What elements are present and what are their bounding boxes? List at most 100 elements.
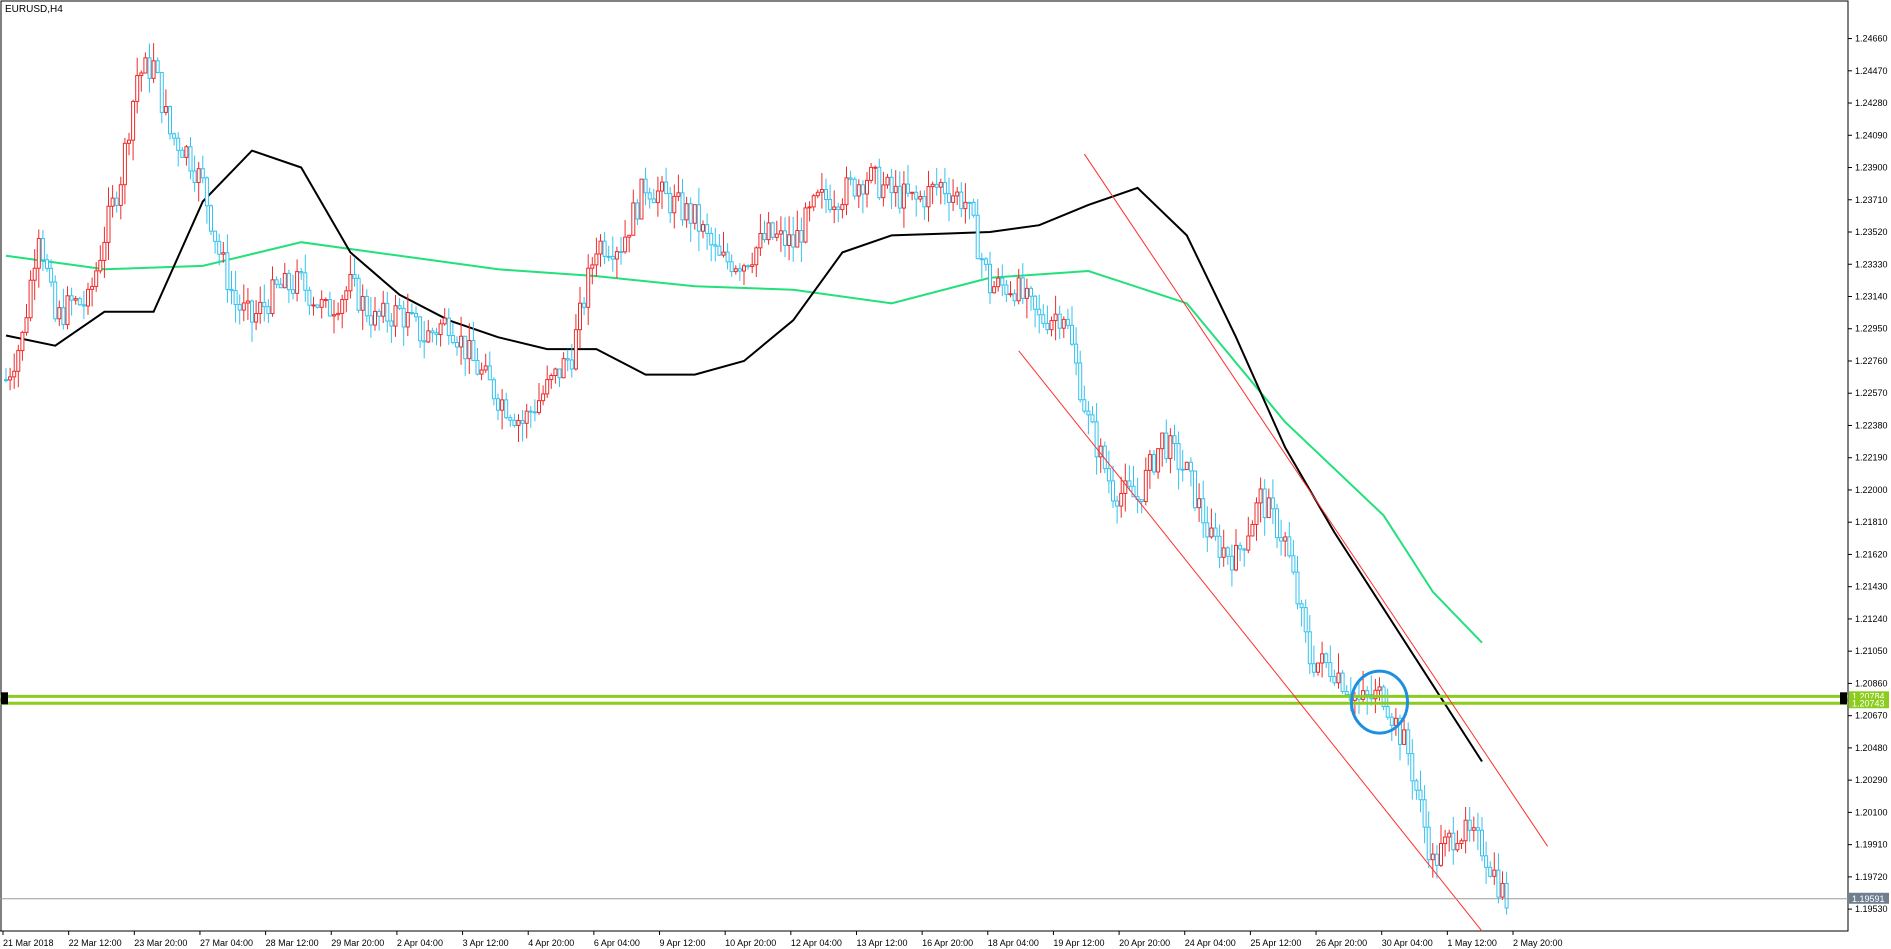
candle-body	[1447, 832, 1452, 838]
candle-body	[163, 106, 168, 113]
channel-upper-line[interactable]	[1083, 153, 1549, 847]
bear-candle	[40, 229, 45, 271]
bear-candle	[1426, 811, 1431, 869]
candle-body	[1119, 492, 1124, 507]
bull-candle	[586, 254, 591, 325]
price-tick-label: 1.24470	[1855, 66, 1888, 76]
bear-candle	[200, 155, 205, 184]
bull-candle	[541, 385, 546, 406]
bear-candle	[791, 216, 796, 262]
bear-candle	[1434, 844, 1439, 879]
bear-candle	[1365, 686, 1370, 715]
bull-candle	[856, 179, 861, 209]
bull-candle	[336, 302, 341, 321]
bear-candle	[491, 377, 496, 406]
bull-candle	[1184, 461, 1189, 471]
bull-candle	[524, 403, 529, 439]
channel-lower-line[interactable]	[1018, 350, 1483, 932]
bull-candle	[869, 162, 874, 184]
candle-body	[1393, 717, 1398, 726]
candle-body	[647, 192, 652, 200]
candle-body	[1234, 544, 1238, 571]
candle-body	[147, 57, 152, 79]
bull-candle	[73, 295, 78, 305]
candle-body	[98, 259, 103, 272]
candle-body	[332, 314, 336, 317]
time-tick-label: 3 Apr 12:00	[463, 938, 509, 948]
candle-body	[1451, 832, 1456, 851]
bull-candle	[1156, 448, 1161, 479]
bull-candle	[1160, 432, 1165, 467]
candle-body	[200, 168, 205, 179]
time-tick-label: 2 Apr 04:00	[397, 938, 443, 948]
candle-body	[791, 234, 796, 248]
candle-body	[1246, 535, 1251, 551]
candlesticks	[4, 43, 1509, 915]
candle-body	[1266, 497, 1271, 519]
level-handle-right[interactable]	[1840, 692, 1847, 705]
candle-body	[553, 368, 558, 377]
bull-candle	[955, 186, 960, 205]
bull-candle	[479, 362, 484, 381]
bull-candle	[344, 286, 349, 313]
bear-candle	[1311, 645, 1316, 678]
candle-body	[1430, 853, 1435, 861]
bear-candle	[213, 230, 218, 254]
bull-candle	[750, 252, 755, 274]
price-tick-label: 1.23140	[1855, 291, 1888, 301]
candle-body	[299, 271, 304, 274]
bear-candle	[1504, 871, 1509, 915]
bull-candle	[549, 373, 554, 389]
candle-body	[754, 247, 759, 266]
time-tick-label: 16 Apr 20:00	[922, 938, 973, 948]
bull-candle	[893, 170, 898, 207]
bear-candle	[557, 368, 562, 387]
candle-body	[836, 206, 841, 211]
bull-candle	[1316, 662, 1320, 676]
bear-candle	[1004, 279, 1009, 302]
candle-body	[819, 189, 824, 193]
candle-body	[184, 146, 189, 158]
candle-body	[122, 142, 127, 186]
candle-body	[422, 340, 427, 343]
chart-objects[interactable]	[0, 153, 1848, 932]
level-handle-left[interactable]	[1, 692, 8, 705]
bull-candle	[787, 216, 792, 261]
candle-body	[295, 271, 300, 294]
bull-candle	[1008, 281, 1013, 298]
candle-body	[291, 289, 295, 294]
bull-candle	[94, 261, 99, 292]
candle-body	[401, 307, 406, 328]
bear-candle	[1262, 479, 1267, 536]
bull-candle	[733, 265, 738, 275]
bear-candle	[508, 414, 513, 427]
bear-candle	[565, 349, 570, 372]
bear-candle	[487, 351, 492, 381]
highlight-circle[interactable]	[1350, 669, 1409, 735]
candle-body	[787, 234, 792, 246]
bull-candle	[885, 173, 890, 189]
bear-candle	[1201, 480, 1206, 539]
bull-candle	[930, 181, 935, 205]
candle-body	[57, 307, 62, 320]
bear-candle	[77, 296, 82, 306]
candle-body	[270, 279, 275, 315]
bull-candle	[684, 196, 689, 228]
candle-body	[61, 307, 66, 326]
bull-candle	[340, 294, 345, 329]
candle-body	[799, 230, 804, 243]
bull-candle	[938, 178, 943, 205]
bull-candle	[1246, 516, 1251, 554]
candle-body	[241, 302, 246, 311]
bear-candle	[988, 251, 992, 304]
level-price-label: 1.20743	[1852, 698, 1885, 708]
bear-candle	[942, 168, 947, 205]
time-tick-label: 21 Mar 2018	[3, 938, 54, 948]
bull-candle	[442, 308, 447, 326]
bull-candle	[282, 262, 287, 289]
candle-body	[688, 203, 693, 224]
bull-candle	[381, 290, 386, 324]
bear-candle	[1480, 817, 1484, 862]
